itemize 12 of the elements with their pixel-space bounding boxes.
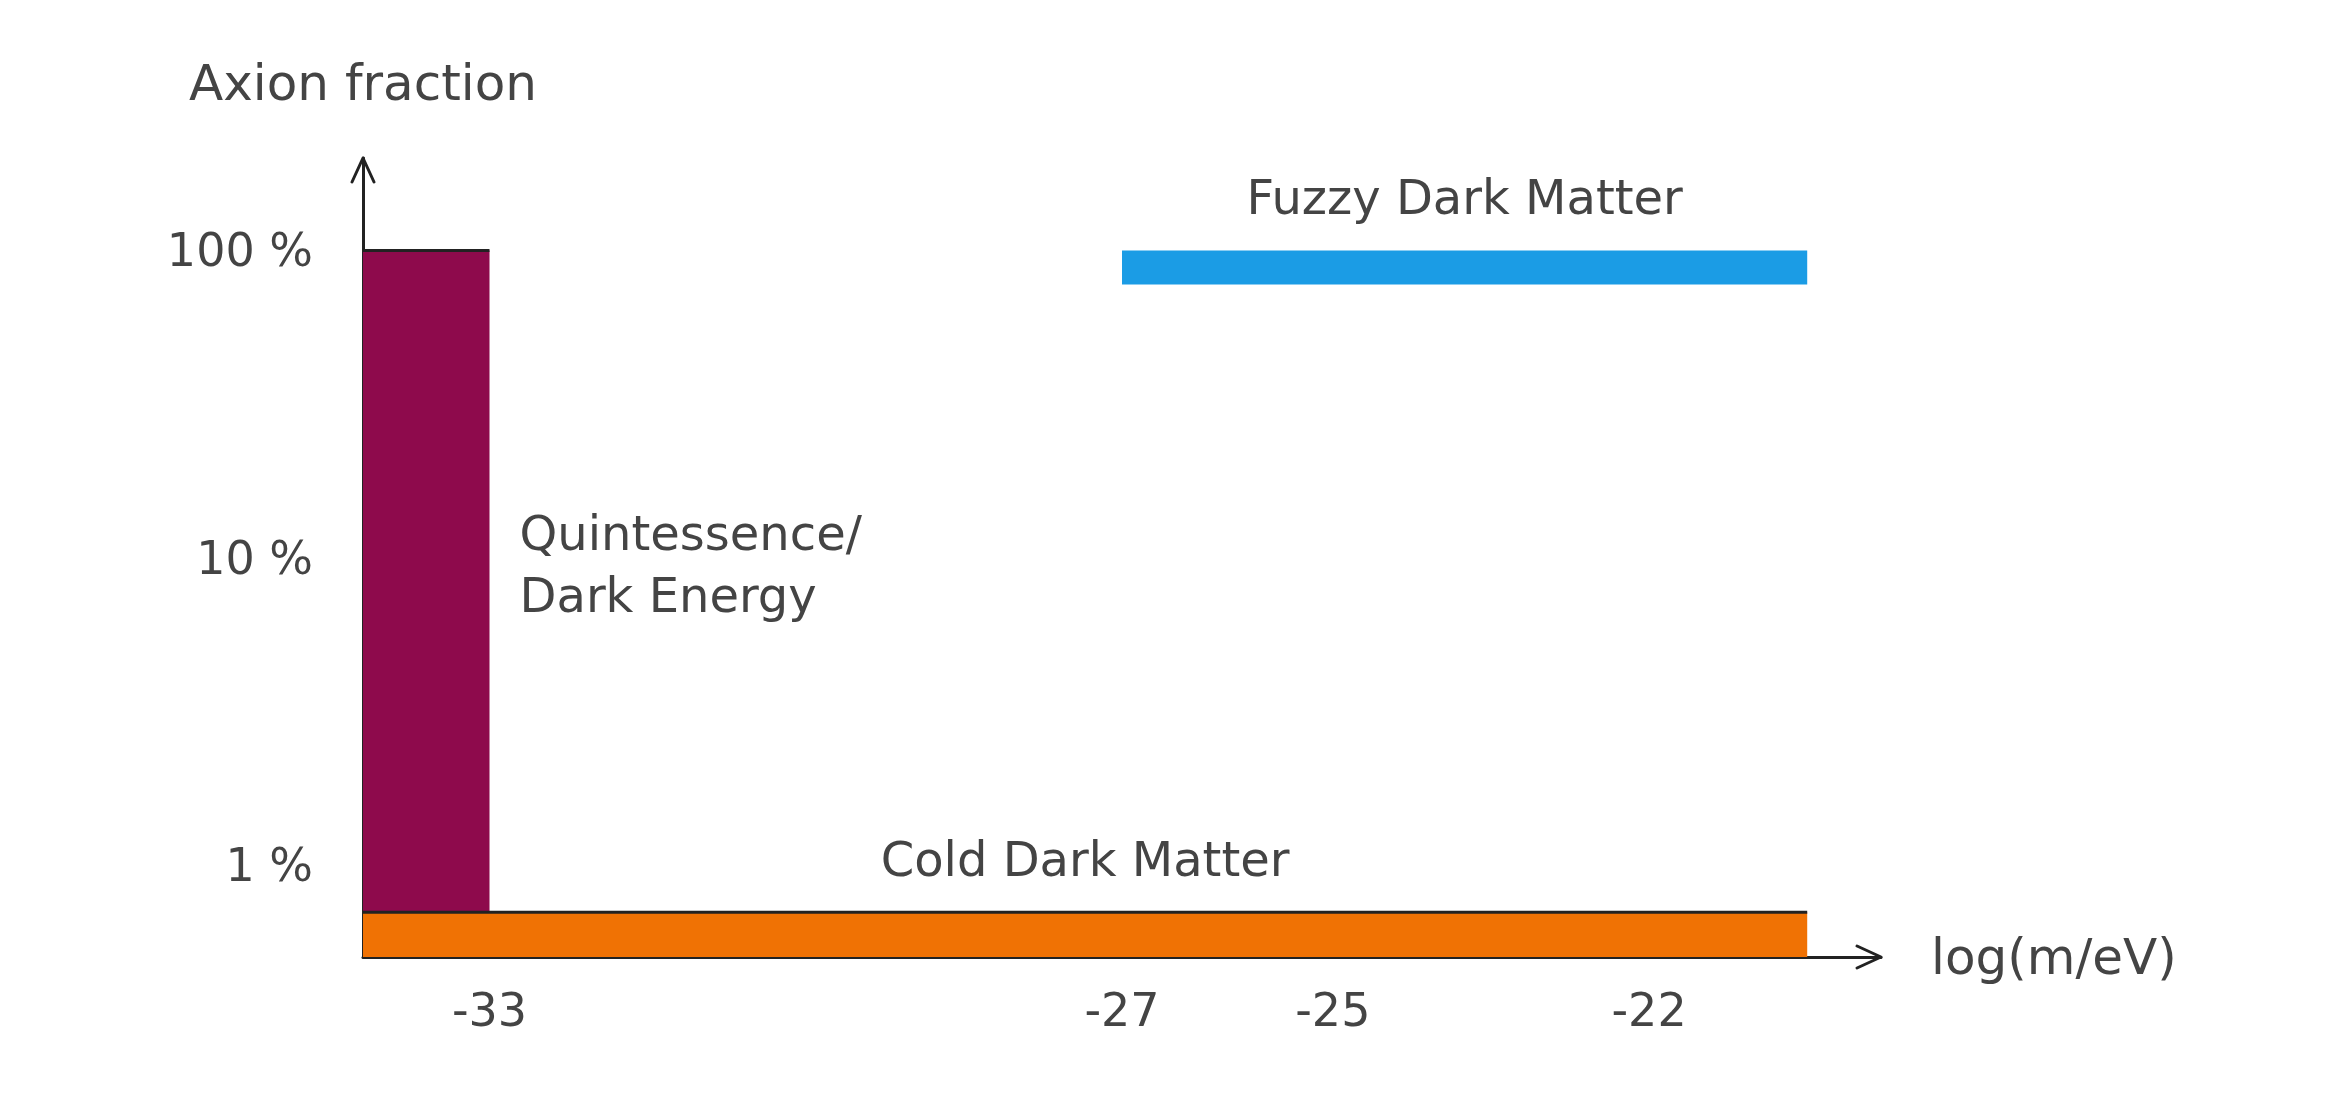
x-tick-label: -22 <box>1611 983 1687 1037</box>
x-tick-label: -33 <box>451 983 528 1037</box>
y-tick-label: 10 % <box>196 530 313 585</box>
series-label: Quintessence/ Dark Energy <box>519 504 863 623</box>
x-tick-label: -27 <box>1084 983 1160 1037</box>
y-tick-label: 1 % <box>225 837 313 892</box>
x-axis-title: log(m/eV) <box>1931 928 2177 986</box>
x-tick-label: -25 <box>1295 983 1371 1037</box>
series-label: Fuzzy Dark Matter <box>1246 169 1684 226</box>
y-tick-label: 100 % <box>166 223 313 278</box>
y-axis-title: Axion fraction <box>189 54 537 112</box>
series-label: Cold Dark Matter <box>880 831 1290 888</box>
